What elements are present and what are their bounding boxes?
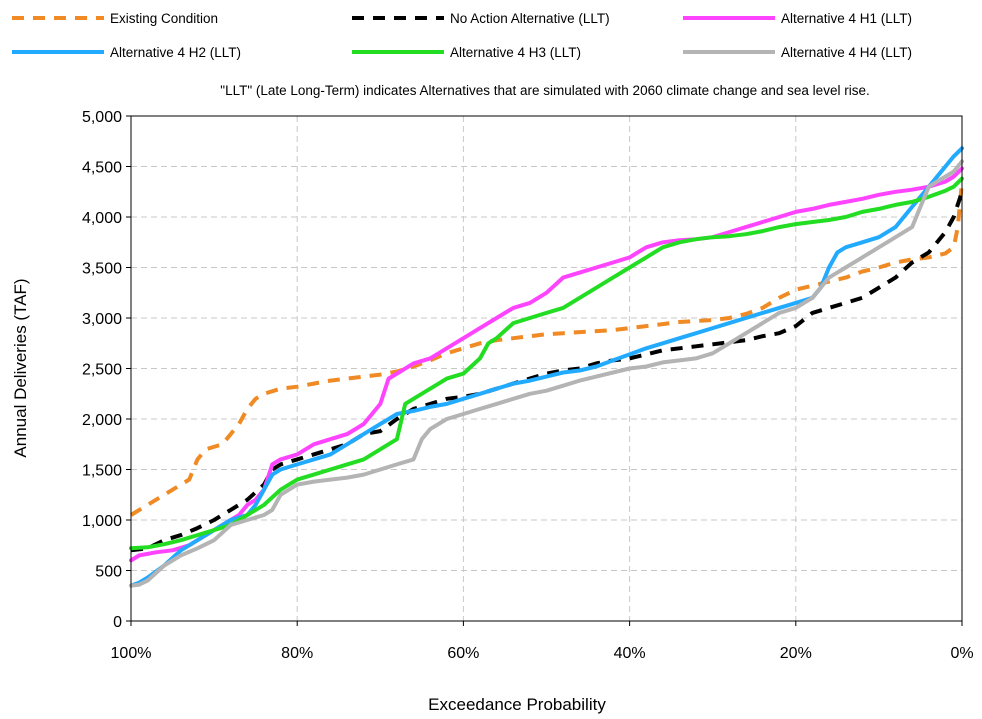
x-axis-ticks: 100% 80% 60% 40% 20% 0% xyxy=(111,621,974,662)
chart-legend: Existing Condition No Action Alternative … xyxy=(12,11,912,60)
legend-label-3: Alternative 4 H1 (LLT) xyxy=(781,11,912,26)
chart-grid xyxy=(131,116,962,621)
series-line-6 xyxy=(129,159,964,588)
chart-note: "LLT" (Late Long-Term) indicates Alterna… xyxy=(220,83,869,98)
x-tick-label: 0% xyxy=(950,645,973,662)
legend-label-5: Alternative 4 H3 (LLT) xyxy=(450,45,581,60)
legend-label-2: No Action Alternative (LLT) xyxy=(450,11,610,26)
y-tick-label: 2,500 xyxy=(82,362,122,379)
y-tick-label: 4,500 xyxy=(82,160,122,177)
x-tick-label: 40% xyxy=(614,645,646,662)
series-layer xyxy=(129,146,964,588)
y-tick-label: 1,000 xyxy=(82,513,122,530)
y-tick-label: 2,000 xyxy=(82,412,122,429)
y-tick-label: 0 xyxy=(113,614,122,631)
x-tick-label: 100% xyxy=(111,645,152,662)
legend-label-6: Alternative 4 H4 (LLT) xyxy=(781,45,912,60)
series-line-2 xyxy=(130,191,964,553)
y-axis-ticks: 0 500 1,000 1,500 2,000 2,500 3,000 3,500 4,000 4… xyxy=(82,109,131,631)
y-axis-title: Annual Deliveries (TAF) xyxy=(11,278,30,457)
x-tick-label: 80% xyxy=(281,645,313,662)
y-tick-label: 500 xyxy=(95,564,122,581)
legend-label-4: Alternative 4 H2 (LLT) xyxy=(110,45,241,60)
x-axis-title: Exceedance Probability xyxy=(428,695,606,714)
y-tick-label: 3,000 xyxy=(82,311,122,328)
legend-label-1: Existing Condition xyxy=(110,11,218,26)
x-tick-label: 20% xyxy=(780,645,812,662)
y-tick-label: 5,000 xyxy=(82,109,122,126)
y-tick-label: 3,500 xyxy=(82,261,122,278)
series-line-4 xyxy=(129,146,964,588)
series-line-5 xyxy=(129,176,964,551)
y-tick-label: 1,500 xyxy=(82,463,122,480)
series-line-1 xyxy=(129,181,964,517)
x-tick-label: 60% xyxy=(447,645,479,662)
y-tick-label: 4,000 xyxy=(82,210,122,227)
